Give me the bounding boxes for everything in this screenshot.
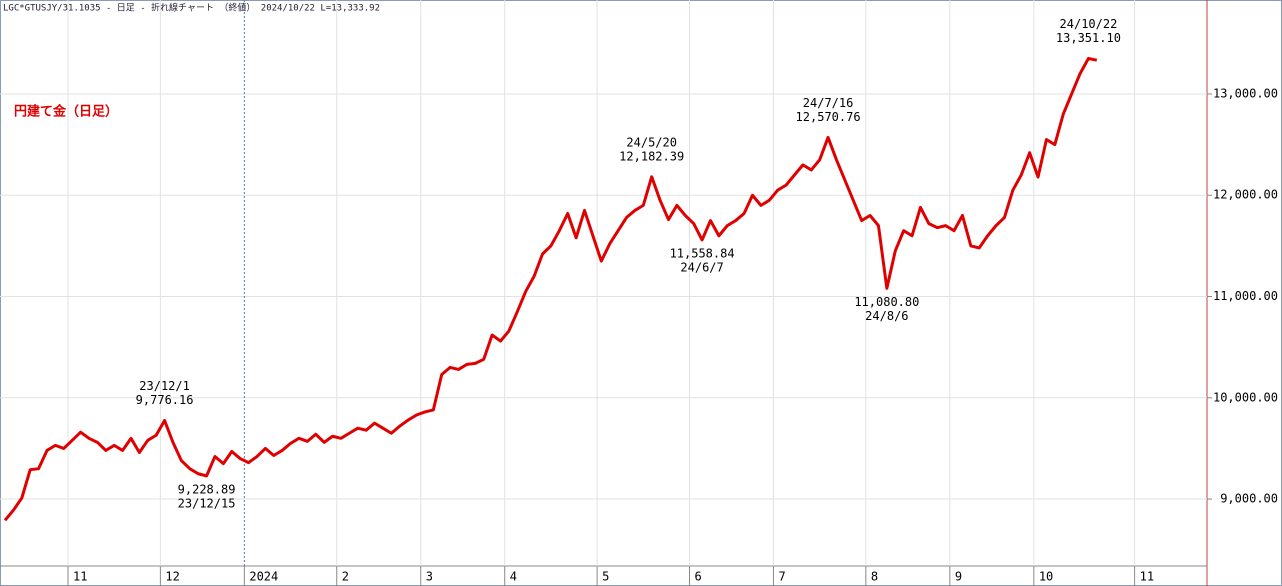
x-tick-label: 7	[778, 570, 785, 584]
annotation-date: 24/5/20	[626, 135, 677, 149]
annotation-date: 23/12/15	[178, 496, 236, 510]
chart-title: 円建て金（日足）	[14, 104, 118, 120]
x-tick-label: 5	[602, 570, 609, 584]
y-tick-label: 12,000.00	[1213, 188, 1278, 202]
header: LGC*GTUSJY/31.1035 - 日足 - 折れ線チャート （終値） 2…	[3, 2, 380, 14]
annotation-date: 24/6/7	[680, 260, 723, 274]
x-tick-label: 9	[955, 570, 962, 584]
x-tick-label: 4	[510, 570, 517, 584]
x-tick-label: 12	[165, 570, 179, 584]
y-tick-label: 9,000.00	[1220, 492, 1278, 506]
annotation-value: 13,351.10	[1056, 31, 1121, 45]
price-line	[3, 56, 1098, 522]
y-tick-label: 11,000.00	[1213, 289, 1278, 303]
x-tick-label: 2024	[249, 570, 278, 584]
x-tick-label: 10	[1039, 570, 1053, 584]
annotation-value: 12,182.39	[619, 149, 684, 163]
x-tick-label: 8	[871, 570, 878, 584]
x-tick-label: 2	[342, 570, 349, 584]
annotation-value: 9,228.89	[178, 482, 236, 496]
x-tick-label: 6	[694, 570, 701, 584]
x-tick-label: 11	[73, 570, 87, 584]
annotation-date: 24/10/22	[1060, 17, 1118, 31]
y-tick-label: 13,000.00	[1213, 86, 1278, 100]
annotation-date: 24/7/16	[803, 96, 854, 110]
x-tick-label: 11	[1140, 570, 1154, 584]
annotation-value: 9,776.16	[136, 393, 194, 407]
annotation-value: 11,558.84	[670, 246, 735, 260]
annotation-value: 11,080.80	[854, 295, 919, 309]
annotation-date: 23/12/1	[139, 379, 190, 393]
annotation-date: 24/8/6	[865, 309, 908, 323]
annotation-value: 12,570.76	[796, 110, 861, 124]
y-tick-label: 10,000.00	[1213, 390, 1278, 404]
x-tick-label: 3	[426, 570, 433, 584]
